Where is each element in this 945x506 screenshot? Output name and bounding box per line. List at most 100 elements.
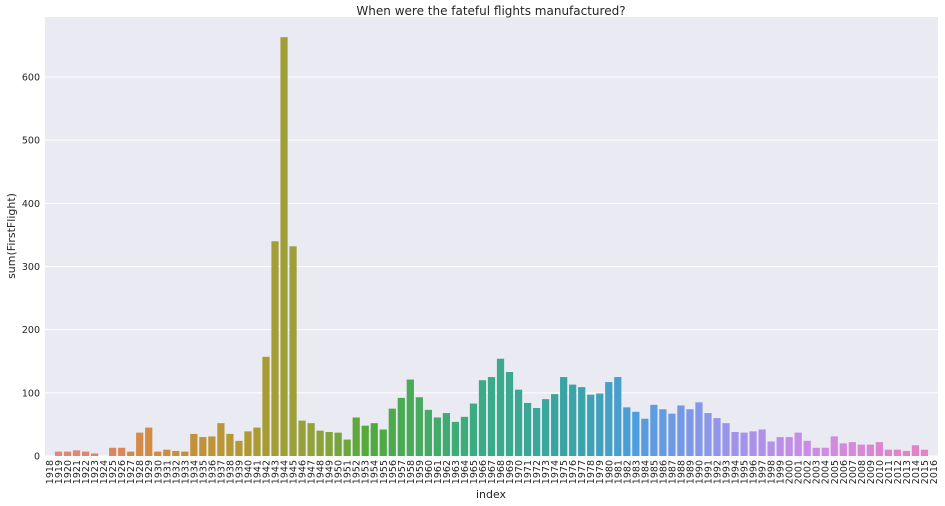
x-tick-label: 1924 <box>99 460 110 484</box>
x-tick-label: 1996 <box>749 460 760 484</box>
x-tick-label: 1959 <box>415 460 426 484</box>
x-tick-label: 1983 <box>631 460 642 484</box>
x-tick-label: 1981 <box>613 460 624 484</box>
x-tick-label: 2002 <box>803 460 814 484</box>
bar <box>424 409 432 456</box>
bar <box>911 445 920 456</box>
bar <box>127 451 135 456</box>
x-tick-label: 2010 <box>875 460 886 484</box>
x-tick-label: 1985 <box>649 460 660 484</box>
x-tick-label: 1948 <box>316 460 327 484</box>
x-tick-label: 2000 <box>785 460 796 484</box>
x-tick-label: 2016 <box>929 460 940 484</box>
x-tick-label: 2015 <box>920 460 931 484</box>
x-tick-label: 2011 <box>884 460 895 484</box>
bar <box>91 453 99 456</box>
bar <box>902 450 911 456</box>
y-tick-label: 0 <box>34 452 40 463</box>
x-tick-label: 1997 <box>758 460 769 484</box>
bar <box>767 441 775 456</box>
x-tick-label: 1921 <box>72 460 83 484</box>
bar <box>884 449 892 456</box>
y-axis-label: sum(FirstFlight) <box>5 193 18 279</box>
x-tick-label: 1953 <box>361 460 372 484</box>
x-tick-label: 1969 <box>505 460 516 484</box>
bar <box>677 405 685 456</box>
x-tick-label: 1925 <box>108 460 119 484</box>
x-tick-label: 1923 <box>90 460 101 484</box>
x-tick-label: 1977 <box>577 460 588 484</box>
bar <box>875 442 883 456</box>
y-tick-labels: 0 100 200 300 400 500 600 <box>22 73 40 463</box>
x-tick-label: 1919 <box>54 460 65 484</box>
bar <box>632 411 640 456</box>
x-tick-label: 1967 <box>487 460 498 484</box>
bar <box>253 427 261 456</box>
x-tick-label: 1937 <box>216 460 227 484</box>
x-tick-label: 1993 <box>722 460 733 484</box>
bar <box>72 450 81 456</box>
x-tick-label: 1994 <box>731 460 742 484</box>
bar <box>496 358 505 456</box>
bar <box>460 416 469 456</box>
y-tick-label: 300 <box>22 262 40 273</box>
x-tick-label: 1970 <box>514 460 525 484</box>
bar <box>136 432 144 456</box>
bar <box>325 431 333 456</box>
bar <box>812 447 820 456</box>
bar <box>352 417 360 456</box>
chart-title: When were the fateful flights manufactur… <box>356 4 625 18</box>
x-tick-label: 1935 <box>198 460 209 484</box>
x-tick-label: 1947 <box>307 460 318 484</box>
bar <box>749 431 757 456</box>
x-tick-label: 1945 <box>289 460 300 484</box>
x-tick-label: 1976 <box>568 460 579 484</box>
x-tick-label: 2007 <box>848 460 859 484</box>
x-tick-label: 1972 <box>532 460 543 484</box>
x-tick-label: 1941 <box>252 460 263 484</box>
x-tick-label: 1988 <box>676 460 687 484</box>
bar <box>172 450 180 456</box>
bar <box>190 433 198 456</box>
x-tick-label: 1955 <box>379 460 390 484</box>
x-tick-label: 1978 <box>586 460 597 484</box>
bar <box>505 371 514 456</box>
bar <box>307 423 315 456</box>
x-tick-label: 1929 <box>144 460 155 484</box>
bar <box>514 389 523 456</box>
x-tick-label: 1952 <box>352 460 363 484</box>
bar <box>794 432 802 456</box>
x-tick-label: 2013 <box>902 460 913 484</box>
bar <box>551 394 559 456</box>
x-tick-label: 1960 <box>424 460 435 484</box>
bar <box>785 437 793 456</box>
bar <box>803 440 811 456</box>
bar <box>704 413 712 456</box>
x-tick-label: 1928 <box>135 460 146 484</box>
bar <box>226 433 234 456</box>
x-tick-label: 1936 <box>207 460 218 484</box>
x-tick-label: 1944 <box>280 460 291 484</box>
bar <box>478 380 487 456</box>
bar <box>316 430 324 456</box>
x-tick-label: 1963 <box>451 460 462 484</box>
x-tick-label: 1942 <box>261 460 272 484</box>
x-tick-label: 2001 <box>794 460 805 484</box>
x-tick-label: 1957 <box>397 460 408 484</box>
bar <box>271 241 279 456</box>
x-tick-label: 1950 <box>334 460 345 484</box>
bar <box>542 399 550 456</box>
x-tick-label: 1951 <box>343 460 354 484</box>
x-tick-label: 1949 <box>325 460 336 484</box>
bar <box>388 408 396 456</box>
bar <box>686 409 694 456</box>
x-tick-label: 1946 <box>298 460 309 484</box>
bar <box>433 417 441 456</box>
bar <box>596 393 604 456</box>
x-tick-label: 2006 <box>839 460 850 484</box>
x-tick-label: 1989 <box>685 460 696 484</box>
x-tick-label: 1939 <box>234 460 245 484</box>
bar <box>361 425 369 456</box>
bar <box>163 449 171 456</box>
